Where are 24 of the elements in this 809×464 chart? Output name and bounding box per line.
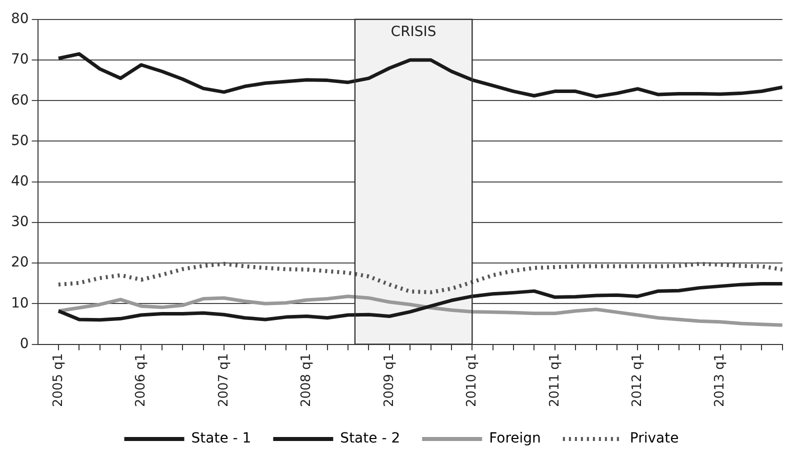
x-tick-label: 2005 q1 — [50, 353, 66, 408]
legend-label: State - 2 — [340, 430, 400, 447]
y-tick-label: 80 — [10, 11, 29, 28]
y-tick-label: 70 — [10, 52, 29, 68]
legend-label: Foreign — [489, 430, 541, 447]
x-tick-label: 2011 q1 — [547, 353, 562, 408]
line-series — [56, 262, 782, 294]
band-label: CRISIS — [390, 24, 436, 40]
x-tick-label: 2010 q1 — [464, 353, 480, 408]
x-tick-label: 2009 q1 — [382, 353, 397, 408]
x-tick-label: 2012 q1 — [630, 353, 645, 408]
x-tick-label: 2013 q1 — [712, 353, 728, 408]
legend-label: State - 1 — [191, 430, 252, 447]
legend-label: Private — [630, 430, 679, 447]
y-tick-label: 60 — [10, 92, 29, 108]
y-tick-label: 40 — [10, 173, 29, 190]
y-tick-label: 30 — [10, 214, 29, 230]
x-tick-label: 2008 q1 — [299, 353, 314, 408]
x-tick-label: 2006 q1 — [134, 353, 149, 408]
y-tick-label: 0 — [20, 336, 29, 352]
x-tick-label: 2007 q1 — [216, 353, 232, 408]
y-tick-label: 50 — [10, 132, 29, 149]
y-tick-label: 20 — [10, 254, 29, 271]
y-tick-label: 10 — [10, 295, 29, 312]
